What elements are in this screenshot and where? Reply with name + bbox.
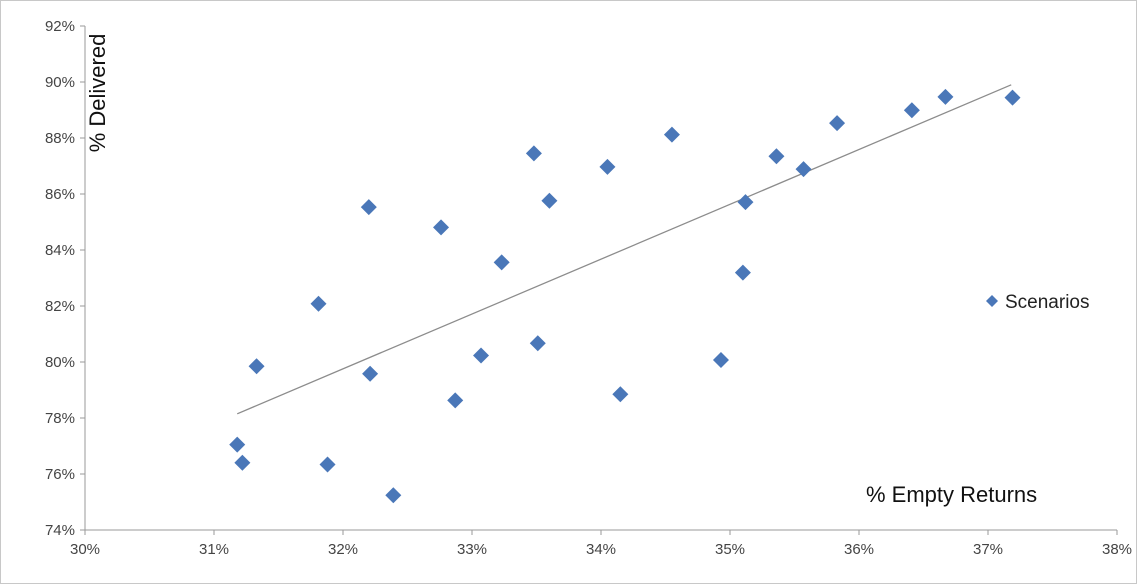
- data-point: [360, 199, 377, 216]
- y-tick-label: 80%: [45, 354, 75, 371]
- y-tick-label: 86%: [45, 186, 75, 203]
- trendline-group: [236, 84, 1012, 415]
- data-point: [663, 126, 680, 143]
- y-tick-label: 74%: [45, 522, 75, 539]
- y-tick-label: 90%: [45, 74, 75, 91]
- y-tick-labels: 74% 76% 78% 80% 82% 84% 86% 88% 90% 92%: [45, 18, 75, 539]
- data-point: [734, 264, 751, 281]
- data-point: [525, 145, 542, 162]
- x-tick-label: 33%: [457, 541, 487, 558]
- data-point: [473, 347, 490, 364]
- data-point: [493, 254, 510, 271]
- x-tick-label: 31%: [199, 541, 229, 558]
- y-tick-label: 88%: [45, 130, 75, 147]
- data-points: [229, 88, 1021, 504]
- y-tick-label: 92%: [45, 18, 75, 35]
- data-point: [829, 115, 846, 132]
- data-point: [937, 88, 954, 105]
- data-point: [433, 219, 450, 236]
- data-point: [737, 194, 754, 211]
- data-point: [612, 386, 629, 403]
- x-tick-label: 34%: [586, 541, 616, 558]
- x-axis-title: % Empty Returns: [866, 482, 1037, 507]
- data-point: [319, 456, 336, 473]
- y-tick-label: 84%: [45, 242, 75, 259]
- x-tick-label: 36%: [844, 541, 874, 558]
- x-tick-labels: 30% 31% 32% 33% 34% 35% 36% 37% 38%: [70, 541, 1132, 558]
- x-tick-label: 35%: [715, 541, 745, 558]
- x-tick-label: 32%: [328, 541, 358, 558]
- data-point: [229, 436, 246, 453]
- data-point: [795, 161, 812, 178]
- data-point: [903, 102, 920, 119]
- x-tick-label: 37%: [973, 541, 1003, 558]
- legend-marker-diamond: [986, 295, 998, 307]
- x-tick-label: 30%: [70, 541, 100, 558]
- axes: [80, 25, 1118, 535]
- legend: Scenarios: [986, 292, 1090, 313]
- data-point: [541, 192, 558, 209]
- legend-label: Scenarios: [1005, 292, 1090, 313]
- y-tick-label: 76%: [45, 466, 75, 483]
- data-point: [712, 352, 729, 369]
- data-point: [447, 392, 464, 409]
- trendline: [236, 84, 1012, 415]
- data-point: [768, 148, 785, 165]
- y-tick-label: 82%: [45, 298, 75, 315]
- data-point: [385, 487, 402, 504]
- data-point: [1004, 89, 1021, 106]
- y-axis-title: % Delivered: [85, 34, 110, 153]
- data-point: [234, 454, 251, 471]
- y-tick-label: 78%: [45, 410, 75, 427]
- data-point: [362, 365, 379, 382]
- data-point: [310, 295, 327, 312]
- data-point: [248, 358, 265, 375]
- data-point: [599, 158, 616, 175]
- data-point: [529, 335, 546, 352]
- x-tick-label: 38%: [1102, 541, 1132, 558]
